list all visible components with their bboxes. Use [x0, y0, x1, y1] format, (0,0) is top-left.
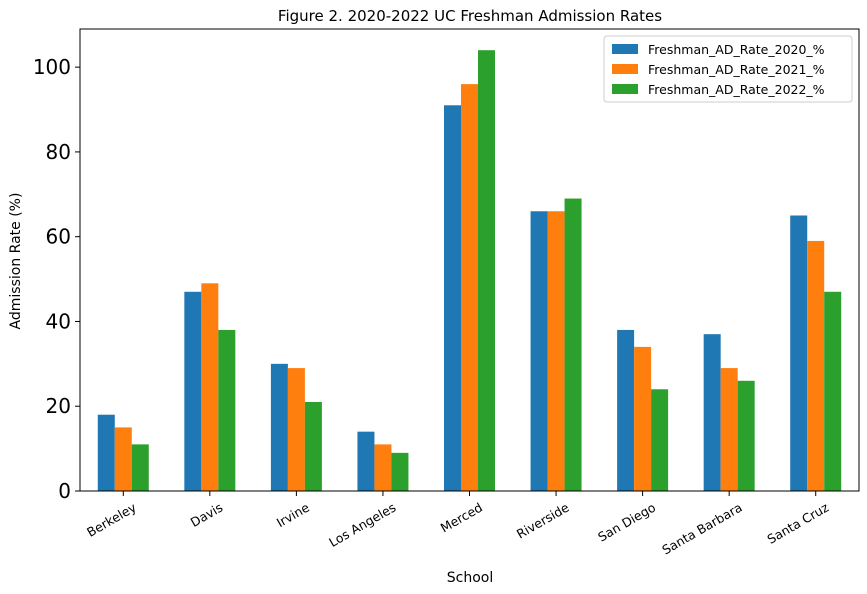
x-tick-label: Santa Cruz [764, 499, 831, 546]
bar-riverside-series-1 [530, 211, 548, 491]
bar-santa-barbara-series-2 [720, 368, 738, 491]
y-tick-label: 60 [46, 225, 71, 249]
legend-swatch [612, 44, 638, 54]
bar-riverside-series-2 [547, 211, 565, 491]
legend-swatch [612, 84, 638, 94]
bar-santa-cruz-series-2 [807, 240, 825, 491]
bar-los-angeles-series-1 [357, 431, 375, 491]
bar-berkeley-series-2 [114, 427, 132, 491]
x-tick-label: Santa Barbara [659, 500, 744, 558]
bar-riverside-series-3 [564, 198, 582, 492]
bar-merced-series-2 [461, 84, 478, 491]
bar-santa-barbara-series-1 [703, 334, 721, 491]
legend-label: Freshman_AD_Rate_2020_% [648, 42, 825, 57]
bar-san-diego-series-2 [634, 346, 652, 491]
legend-label: Freshman_AD_Rate_2022_% [648, 82, 825, 97]
bar-merced-series-1 [444, 105, 461, 491]
bar-santa-cruz-series-3 [824, 291, 842, 491]
x-tick-label: San Diego [595, 500, 658, 545]
bar-los-angeles-series-3 [391, 452, 409, 491]
y-tick-label: 40 [46, 309, 71, 333]
bar-santa-barbara-series-3 [737, 380, 755, 491]
bar-san-diego-series-1 [617, 329, 635, 491]
bar-san-diego-series-3 [651, 389, 669, 491]
legend-swatch [612, 64, 638, 74]
chart-title: Figure 2. 2020-2022 UC Freshman Admissio… [278, 7, 662, 25]
y-tick-label: 100 [33, 55, 71, 79]
legend-label: Freshman_AD_Rate_2021_% [648, 62, 825, 77]
bars-layer [97, 50, 842, 492]
x-tick-label: Los Angeles [326, 500, 398, 550]
x-tick-label: Berkeley [84, 499, 139, 540]
bar-los-angeles-series-2 [374, 444, 392, 491]
bar-irvine-series-1 [270, 363, 288, 491]
bar-davis-series-3 [218, 329, 236, 491]
y-tick-label: 20 [46, 394, 71, 418]
x-tick-label: Merced [438, 500, 485, 536]
x-tick-label: Davis [188, 500, 226, 530]
bar-santa-cruz-series-1 [790, 215, 808, 491]
bar-merced-series-3 [478, 50, 495, 491]
x-tick-label: Riverside [514, 499, 572, 541]
legend-frame [603, 35, 853, 103]
y-tick-label: 80 [46, 140, 71, 164]
x-tick-label: Irvine [274, 499, 312, 530]
bar-irvine-series-3 [304, 401, 322, 491]
bar-berkeley-series-1 [97, 414, 115, 491]
x-axis-label: School [447, 570, 493, 586]
bar-irvine-series-2 [287, 368, 305, 491]
bar-davis-series-2 [201, 283, 219, 491]
y-tick-label: 0 [58, 479, 71, 503]
bar-berkeley-series-3 [131, 444, 149, 491]
legend: Freshman_AD_Rate_2020_% Freshman_AD_Rate_… [603, 35, 853, 103]
bar-davis-series-1 [184, 291, 202, 491]
y-axis-label: Admission Rate (%) [8, 193, 24, 330]
